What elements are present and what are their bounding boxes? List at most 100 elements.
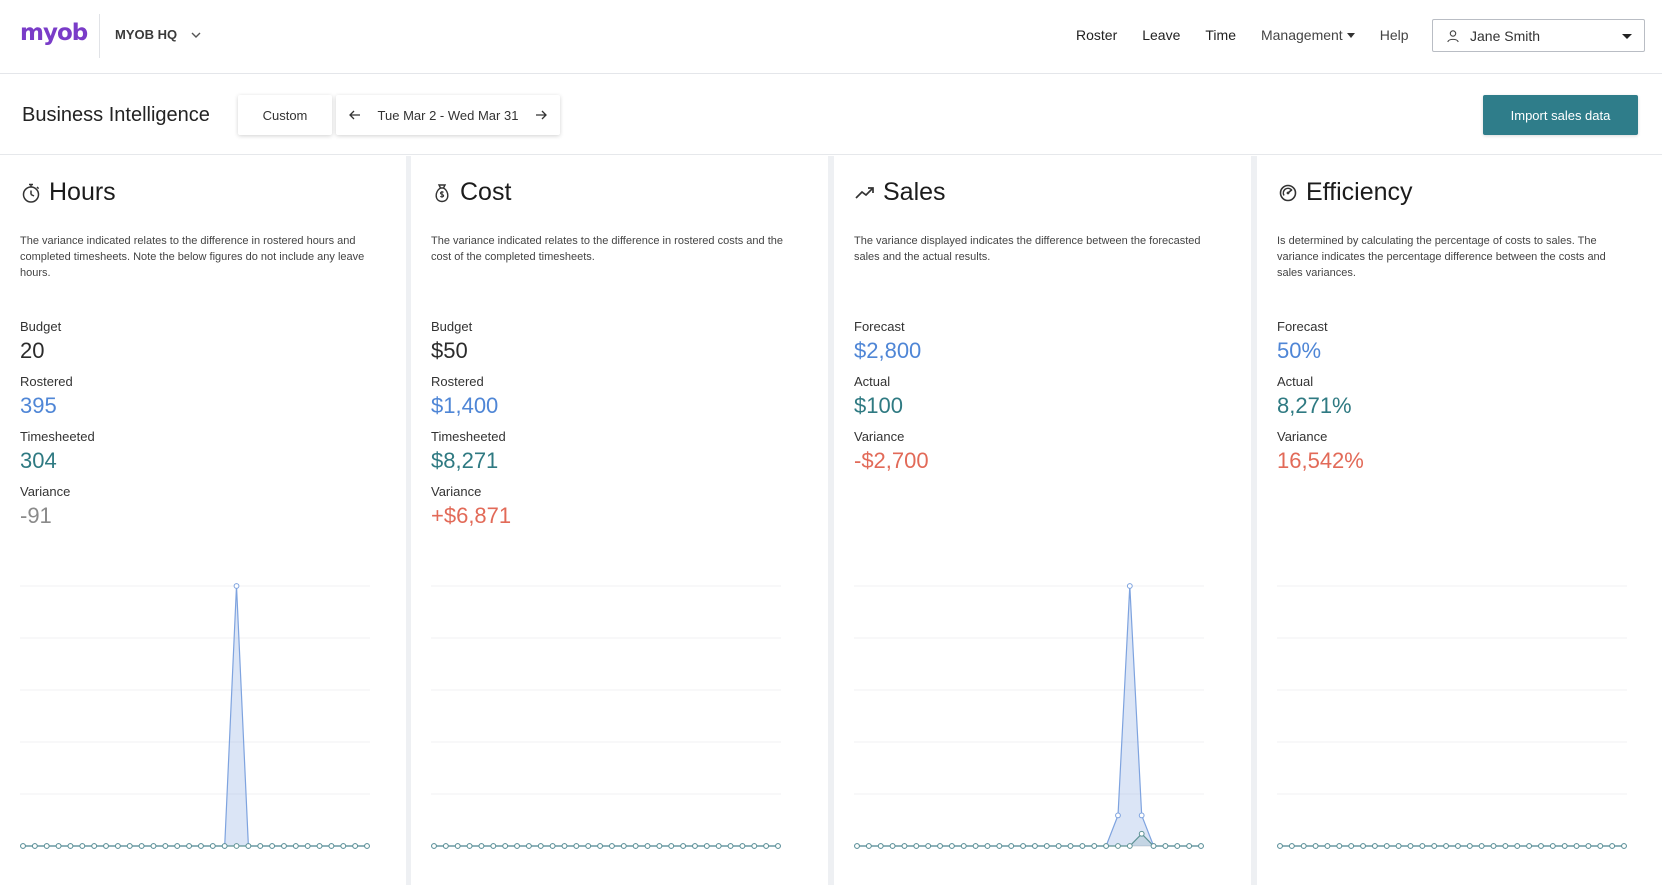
data-point[interactable] xyxy=(1126,583,1133,589)
data-point[interactable] xyxy=(1067,843,1074,849)
data-point[interactable] xyxy=(162,843,169,849)
nav-time[interactable]: Time xyxy=(1205,27,1236,43)
data-point[interactable] xyxy=(972,843,979,849)
data-point[interactable] xyxy=(1312,843,1319,849)
data-point[interactable] xyxy=(304,843,311,849)
data-point[interactable] xyxy=(1597,843,1604,849)
data-point[interactable] xyxy=(877,843,884,849)
data-point[interactable] xyxy=(775,843,781,849)
data-point[interactable] xyxy=(174,843,181,849)
data-point[interactable] xyxy=(1079,843,1086,849)
data-point[interactable] xyxy=(514,843,520,849)
data-point[interactable] xyxy=(925,843,932,849)
data-point[interactable] xyxy=(1055,843,1062,849)
data-point[interactable] xyxy=(573,843,580,849)
data-point[interactable] xyxy=(1032,843,1038,849)
data-point[interactable] xyxy=(597,843,603,849)
data-point[interactable] xyxy=(233,843,240,849)
data-point[interactable] xyxy=(703,843,710,849)
data-point[interactable] xyxy=(1383,843,1390,849)
data-point[interactable] xyxy=(233,583,240,589)
data-point[interactable] xyxy=(1538,843,1544,849)
data-point[interactable] xyxy=(1138,812,1145,819)
data-point[interactable] xyxy=(1174,843,1181,849)
data-point[interactable] xyxy=(644,843,651,849)
data-point[interactable] xyxy=(1478,843,1485,849)
data-point[interactable] xyxy=(996,843,1003,849)
data-point[interactable] xyxy=(1162,843,1169,849)
data-point[interactable] xyxy=(1455,843,1461,849)
data-point[interactable] xyxy=(948,843,955,849)
data-point[interactable] xyxy=(1466,843,1473,849)
data-point[interactable] xyxy=(1091,843,1098,849)
data-point[interactable] xyxy=(1300,843,1307,849)
org-switcher[interactable]: MYOB HQ xyxy=(115,27,203,42)
data-point[interactable] xyxy=(502,843,509,849)
data-point[interactable] xyxy=(31,843,38,849)
data-point[interactable] xyxy=(221,843,228,849)
data-point[interactable] xyxy=(1043,843,1050,849)
data-point[interactable] xyxy=(715,843,722,849)
data-point[interactable] xyxy=(1150,843,1157,849)
data-point[interactable] xyxy=(668,843,675,849)
custom-range-button[interactable]: Custom xyxy=(238,95,332,135)
data-point[interactable] xyxy=(1138,830,1145,837)
data-point[interactable] xyxy=(454,843,461,849)
data-point[interactable] xyxy=(984,843,991,849)
data-point[interactable] xyxy=(1502,843,1509,849)
data-point[interactable] xyxy=(43,843,50,849)
nav-help[interactable]: Help xyxy=(1379,27,1409,43)
data-point[interactable] xyxy=(1186,843,1193,849)
data-point[interactable] xyxy=(198,843,204,849)
data-point[interactable] xyxy=(431,843,437,849)
myob-logo[interactable]: myob xyxy=(20,20,88,46)
data-point[interactable] xyxy=(340,843,347,849)
arrow-left-icon[interactable] xyxy=(348,108,362,122)
data-point[interactable] xyxy=(1126,843,1133,849)
data-point[interactable] xyxy=(364,843,370,849)
data-point[interactable] xyxy=(1336,843,1343,849)
data-point[interactable] xyxy=(751,843,758,849)
data-point[interactable] xyxy=(1431,843,1438,849)
data-point[interactable] xyxy=(1549,843,1556,849)
data-point[interactable] xyxy=(245,843,252,849)
data-point[interactable] xyxy=(490,843,497,849)
data-point[interactable] xyxy=(466,843,473,849)
data-point[interactable] xyxy=(20,843,26,849)
data-point[interactable] xyxy=(126,843,133,849)
data-point[interactable] xyxy=(1561,843,1568,849)
data-point[interactable] xyxy=(1609,843,1616,849)
data-point[interactable] xyxy=(901,843,908,849)
data-point[interactable] xyxy=(763,843,770,849)
data-point[interactable] xyxy=(1395,843,1402,849)
data-point[interactable] xyxy=(1115,843,1121,849)
data-point[interactable] xyxy=(549,843,556,849)
data-point[interactable] xyxy=(1277,843,1283,849)
data-point[interactable] xyxy=(960,843,967,849)
data-point[interactable] xyxy=(585,843,592,849)
data-point[interactable] xyxy=(352,843,359,849)
data-point[interactable] xyxy=(186,843,192,849)
nav-roster[interactable]: Roster xyxy=(1076,27,1118,43)
user-menu-select[interactable]: Jane Smith xyxy=(1432,19,1645,52)
data-point[interactable] xyxy=(1198,843,1204,849)
data-point[interactable] xyxy=(692,843,698,849)
data-point[interactable] xyxy=(91,843,98,849)
data-point[interactable] xyxy=(525,843,532,849)
data-point[interactable] xyxy=(739,843,746,849)
nav-management[interactable]: Management xyxy=(1261,27,1355,43)
data-point[interactable] xyxy=(442,843,449,849)
data-point[interactable] xyxy=(1288,843,1295,849)
data-point[interactable] xyxy=(854,843,860,849)
data-point[interactable] xyxy=(269,843,276,849)
data-point[interactable] xyxy=(1419,843,1426,849)
data-point[interactable] xyxy=(656,843,663,849)
data-point[interactable] xyxy=(632,843,639,849)
data-point[interactable] xyxy=(727,843,734,849)
data-point[interactable] xyxy=(537,843,544,849)
arrow-right-icon[interactable] xyxy=(534,108,548,122)
data-point[interactable] xyxy=(328,843,335,849)
data-point[interactable] xyxy=(1621,843,1627,849)
data-point[interactable] xyxy=(609,843,615,849)
date-range-label[interactable]: Tue Mar 2 - Wed Mar 31 xyxy=(377,107,519,123)
